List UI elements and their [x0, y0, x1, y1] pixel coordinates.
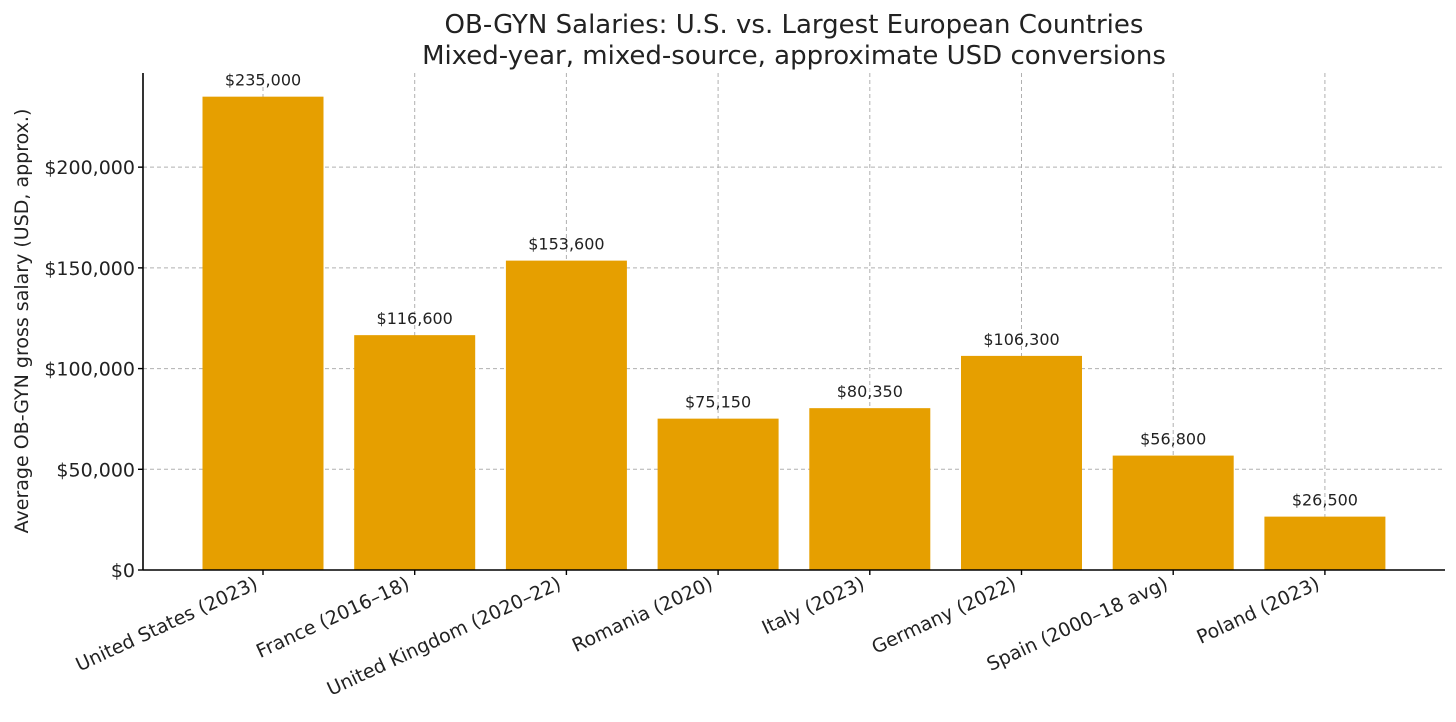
data-label: $75,150 — [685, 393, 751, 412]
data-label: $80,350 — [837, 382, 903, 401]
y-tick-label: $50,000 — [56, 459, 135, 481]
y-tick-label: $100,000 — [44, 359, 135, 381]
bar — [354, 335, 476, 570]
data-label: $153,600 — [528, 235, 604, 254]
bars — [202, 96, 1386, 571]
data-label: $235,000 — [225, 71, 301, 90]
bar — [657, 418, 779, 570]
bar — [505, 260, 627, 570]
data-label: $26,500 — [1292, 491, 1358, 510]
bar — [202, 96, 324, 571]
y-axis-ticks: $0 $50,000 $100,000 $150,000 $200,000 — [44, 157, 143, 582]
data-labels: $235,000 $116,600 $153,600 $75,150 $80,350 $1… — [225, 71, 1358, 510]
y-tick-label: $200,000 — [44, 157, 135, 179]
data-label: $116,600 — [377, 309, 453, 328]
data-label: $106,300 — [983, 330, 1059, 349]
bar — [1112, 455, 1234, 570]
bar — [809, 408, 931, 570]
bar — [961, 355, 1082, 570]
y-tick-label: $150,000 — [44, 258, 135, 280]
y-tick-label: $0 — [111, 560, 135, 582]
bar — [1264, 516, 1386, 570]
chart-title: OB-GYN Salaries: U.S. vs. Largest Europe… — [445, 10, 1144, 40]
chart-subtitle: Mixed-year, mixed-source, approximate US… — [422, 41, 1166, 71]
data-label: $56,800 — [1140, 430, 1206, 449]
y-axis-label: Average OB-GYN gross salary (USD, approx… — [11, 109, 33, 534]
